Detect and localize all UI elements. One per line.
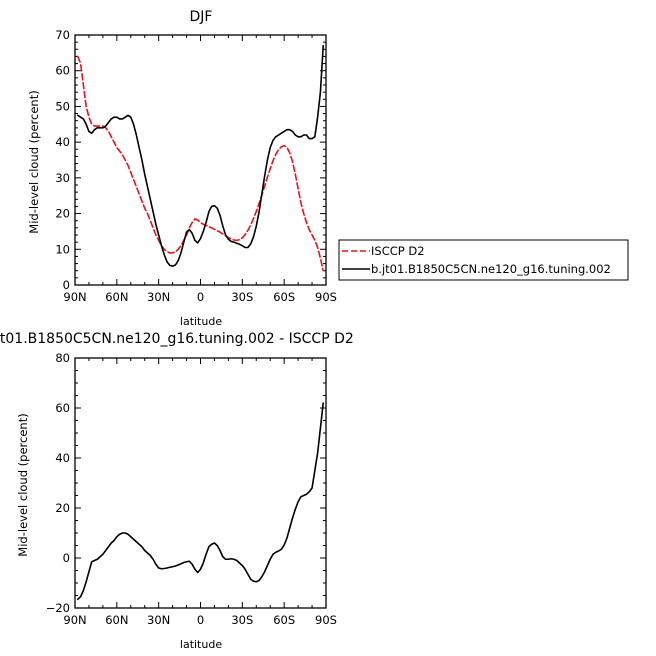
legend-box	[338, 239, 629, 281]
bottom-x-tick-label: 60N	[105, 613, 128, 627]
bottom-x-tick-label: 30S	[231, 613, 253, 627]
top-x-tick-label: 60S	[273, 290, 295, 304]
top-y-tick-label: 30	[55, 171, 70, 185]
bottom-y-tick-label: 20	[55, 501, 70, 515]
top-x-axis-label: latitude	[180, 315, 222, 328]
bottom-plot-lines	[76, 402, 325, 601]
top-x-tick-label: 30N	[147, 290, 170, 304]
bottom-panel: jt01.B1850C5CN.ne120_g16.tuning.002 - IS…	[0, 331, 354, 651]
top-chart-title: DJF	[190, 9, 213, 25]
bottom-y-tick-label: 80	[55, 351, 70, 365]
top-y-tick-label: 50	[55, 99, 70, 113]
bottom-x-tick-label: 90N	[63, 613, 86, 627]
legend-label-isccp: ISCCP D2	[371, 244, 425, 258]
bottom-y-tick-label: 60	[55, 401, 70, 415]
top-x-tick-label: 60N	[105, 290, 128, 304]
top-y-tick-label: 20	[55, 207, 70, 221]
legend: ISCCP D2 b.jt01.B1850C5CN.ne120_g16.tuni…	[338, 239, 629, 281]
bottom-y-tick-label: 40	[55, 451, 70, 465]
bottom-y-tick-label: 0	[63, 551, 70, 565]
top-series-line-model	[76, 44, 325, 267]
top-panel: DJF Mid-level cloud (percent) latitude 9…	[27, 9, 337, 328]
bottom-y-tick-label: −20	[46, 601, 70, 615]
bottom-series-line-model	[76, 402, 325, 601]
top-y-tick-label: 70	[55, 28, 70, 42]
top-plot-frame	[74, 34, 327, 286]
bottom-x-axis-label: latitude	[180, 638, 222, 651]
bottom-x-tick-label: 60S	[273, 613, 295, 627]
bottom-x-tick-label: 90S	[315, 613, 337, 627]
top-y-tick-label: 40	[55, 135, 70, 149]
top-x-tick-label: 30S	[231, 290, 253, 304]
top-y-tick-label: 60	[55, 64, 70, 78]
legend-label-model: b.jt01.B1850C5CN.ne120_g16.tuning.002	[371, 262, 611, 276]
top-series-line-isccp	[76, 55, 325, 272]
top-x-tick-label: 90N	[63, 290, 86, 304]
top-x-tick-label: 0	[197, 290, 204, 304]
bottom-x-tick-label: 0	[197, 613, 204, 627]
top-y-tick-label: 0	[63, 278, 70, 292]
top-y-axis-label: Mid-level cloud (percent)	[27, 90, 41, 233]
bottom-plot-frame	[74, 357, 327, 609]
bottom-chart-title: jt01.B1850C5CN.ne120_g16.tuning.002 - IS…	[0, 331, 354, 347]
bottom-x-tick-label: 30N	[147, 613, 170, 627]
top-x-tick-label: 90S	[315, 290, 337, 304]
top-y-tick-label: 10	[55, 242, 70, 256]
top-plot-lines	[76, 44, 325, 272]
bottom-y-axis-label: Mid-level cloud (percent)	[16, 413, 30, 556]
